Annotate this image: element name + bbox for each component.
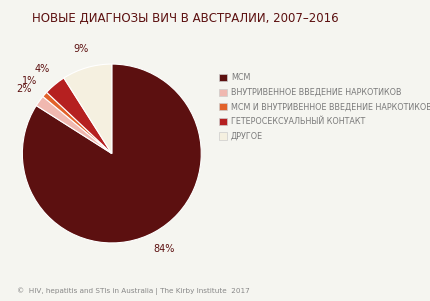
Text: 4%: 4% xyxy=(35,64,50,74)
Wedge shape xyxy=(22,64,201,243)
Wedge shape xyxy=(43,92,112,154)
Text: 2%: 2% xyxy=(16,84,31,95)
Wedge shape xyxy=(36,97,112,154)
Legend: МСМ, ВНУТРИВЕННОЕ ВВЕДЕНИЕ НАРКОТИКОВ, МСМ И ВНУТРИВЕННОЕ ВВЕДЕНИЕ НАРКОТИКОВ, Г: МСМ, ВНУТРИВЕННОЕ ВВЕДЕНИЕ НАРКОТИКОВ, М… xyxy=(219,73,430,141)
Wedge shape xyxy=(64,64,112,154)
Text: 84%: 84% xyxy=(154,244,175,254)
Text: 1%: 1% xyxy=(22,76,37,86)
Text: НОВЫЕ ДИАГНОЗЫ ВИЧ В АВСТРАЛИИ, 2007–2016: НОВЫЕ ДИАГНОЗЫ ВИЧ В АВСТРАЛИИ, 2007–201… xyxy=(31,12,338,25)
Text: 9%: 9% xyxy=(74,44,89,54)
Text: ©  HIV, hepatitis and STIs in Australia | The Kirby Institute  2017: © HIV, hepatitis and STIs in Australia |… xyxy=(17,287,250,295)
Wedge shape xyxy=(46,78,112,154)
